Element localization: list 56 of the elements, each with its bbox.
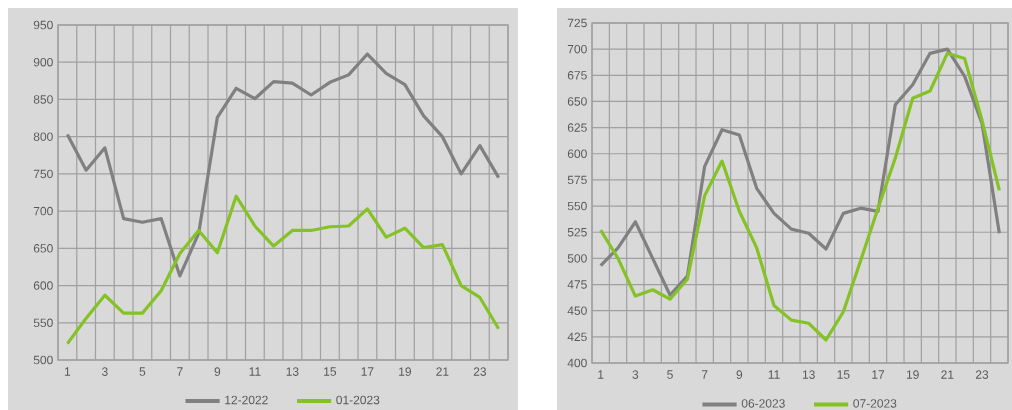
legend-label: 06-2023 xyxy=(741,399,785,408)
x-tick-label: 21 xyxy=(436,367,449,376)
x-tick-label: 15 xyxy=(837,370,850,379)
y-tick-label: 525 xyxy=(567,227,587,237)
y-tick-label: 575 xyxy=(567,175,587,185)
x-tick-label: 15 xyxy=(324,367,337,376)
y-tick-label: 950 xyxy=(33,20,53,30)
y-tick-label: 725 xyxy=(567,18,587,28)
x-tick-label: 7 xyxy=(701,370,708,379)
line-series xyxy=(65,52,501,278)
y-tick-label: 700 xyxy=(33,206,53,216)
legend-label: 01-2023 xyxy=(336,395,380,405)
x-tick-label: 5 xyxy=(139,367,146,376)
x-tick-label: 7 xyxy=(177,367,183,376)
x-tick-label: 9 xyxy=(214,367,221,376)
y-tick-label: 500 xyxy=(33,355,53,365)
x-tick-label: 13 xyxy=(802,370,815,379)
legend-label: 12-2022 xyxy=(225,395,268,405)
line-series xyxy=(599,47,1001,297)
x-tick-label: 11 xyxy=(249,367,261,376)
x-tick-label: 19 xyxy=(906,370,919,379)
x-tick-label: 17 xyxy=(361,367,374,376)
y-tick-label: 675 xyxy=(567,71,587,80)
y-tick-label: 450 xyxy=(567,306,587,315)
y-tick-label: 700 xyxy=(567,44,587,54)
line-series xyxy=(65,194,501,346)
y-tick-label: 650 xyxy=(33,244,53,253)
x-tick-label: 19 xyxy=(399,367,411,376)
x-tick-label: 23 xyxy=(975,370,989,379)
y-tick-label: 475 xyxy=(567,280,587,289)
x-tick-label: 9 xyxy=(736,370,743,379)
x-tick-label: 13 xyxy=(286,367,299,376)
x-tick-label: 5 xyxy=(667,370,673,379)
y-tick-label: 625 xyxy=(567,123,587,132)
x-tick-label: 21 xyxy=(941,370,954,379)
y-tick-label: 900 xyxy=(33,57,53,67)
x-tick-label: 3 xyxy=(102,367,108,376)
y-tick-label: 850 xyxy=(33,95,53,104)
y-tick-label: 600 xyxy=(567,149,587,159)
legend-label: 07-2023 xyxy=(853,399,897,408)
y-tick-label: 750 xyxy=(33,169,53,179)
y-tick-label: 400 xyxy=(567,358,587,368)
y-tick-label: 425 xyxy=(567,332,587,342)
y-tick-label: 650 xyxy=(567,97,587,106)
y-tick-label: 550 xyxy=(567,201,587,211)
line-series xyxy=(599,51,1001,342)
x-tick-label: 17 xyxy=(872,370,885,379)
y-tick-label: 600 xyxy=(33,281,53,290)
y-tick-label: 550 xyxy=(33,318,53,328)
x-tick-label: 1 xyxy=(64,367,71,376)
x-tick-label: 23 xyxy=(473,367,487,376)
x-tick-label: 1 xyxy=(598,370,604,379)
x-tick-label: 3 xyxy=(632,370,639,379)
x-tick-label: 11 xyxy=(768,370,780,379)
y-tick-label: 800 xyxy=(33,132,53,141)
y-tick-label: 500 xyxy=(567,254,587,263)
